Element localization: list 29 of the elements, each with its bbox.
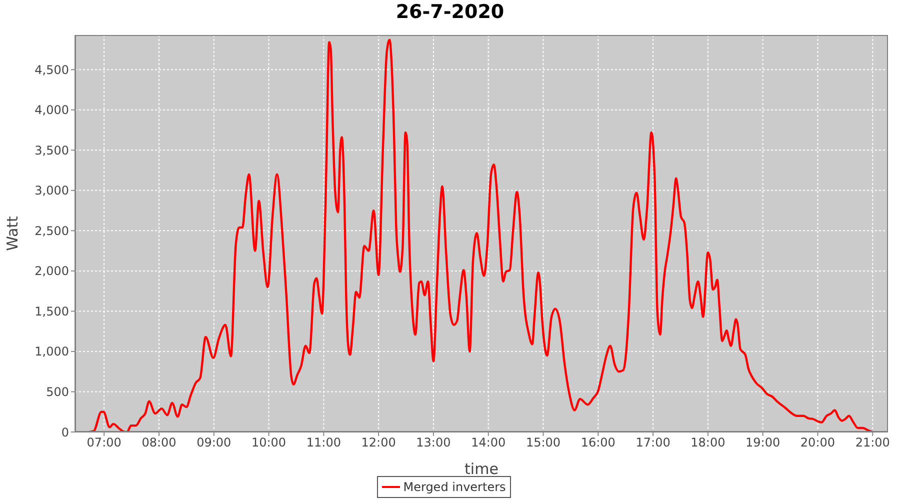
- x-tick-label: 13:00: [416, 436, 451, 450]
- x-tick-label: 21:00: [855, 436, 890, 450]
- x-tick-label: 12:00: [361, 436, 396, 450]
- y-tick-label: 2,500: [34, 224, 69, 238]
- x-tick-label: 15:00: [526, 436, 561, 450]
- y-tick-label: 0: [61, 425, 69, 440]
- x-tick-label: 14:00: [471, 436, 506, 450]
- x-tick-label: 19:00: [746, 436, 780, 450]
- x-tick-label: 07:00: [86, 436, 122, 450]
- x-axis-title: time: [464, 460, 498, 478]
- y-tick-label: 1,500: [34, 304, 69, 318]
- x-tick-label: 18:00: [690, 436, 726, 450]
- x-tick-label: 11:00: [306, 436, 341, 450]
- x-tick-label: 09:00: [196, 436, 232, 450]
- y-tick-label: 3,000: [34, 184, 69, 198]
- x-tick-label: 10:00: [251, 436, 286, 450]
- y-tick-label: 4,000: [34, 103, 69, 118]
- legend-label: Merged inverters: [403, 479, 506, 496]
- x-tick-label: 16:00: [580, 436, 616, 450]
- y-tick-label: 2,000: [34, 264, 69, 278]
- y-tick-label: 4,500: [34, 62, 69, 77]
- x-tick-label: 08:00: [142, 436, 176, 450]
- y-axis-title: Watt: [3, 216, 22, 251]
- x-tick-label: 17:00: [636, 436, 670, 450]
- y-tick-label: 1,000: [34, 344, 69, 359]
- y-tick-label: 500: [46, 384, 69, 399]
- y-tick-label: 3,500: [34, 143, 69, 158]
- x-tick-label: 20:00: [800, 436, 836, 450]
- chart-title: 26-7-2020: [394, 1, 506, 23]
